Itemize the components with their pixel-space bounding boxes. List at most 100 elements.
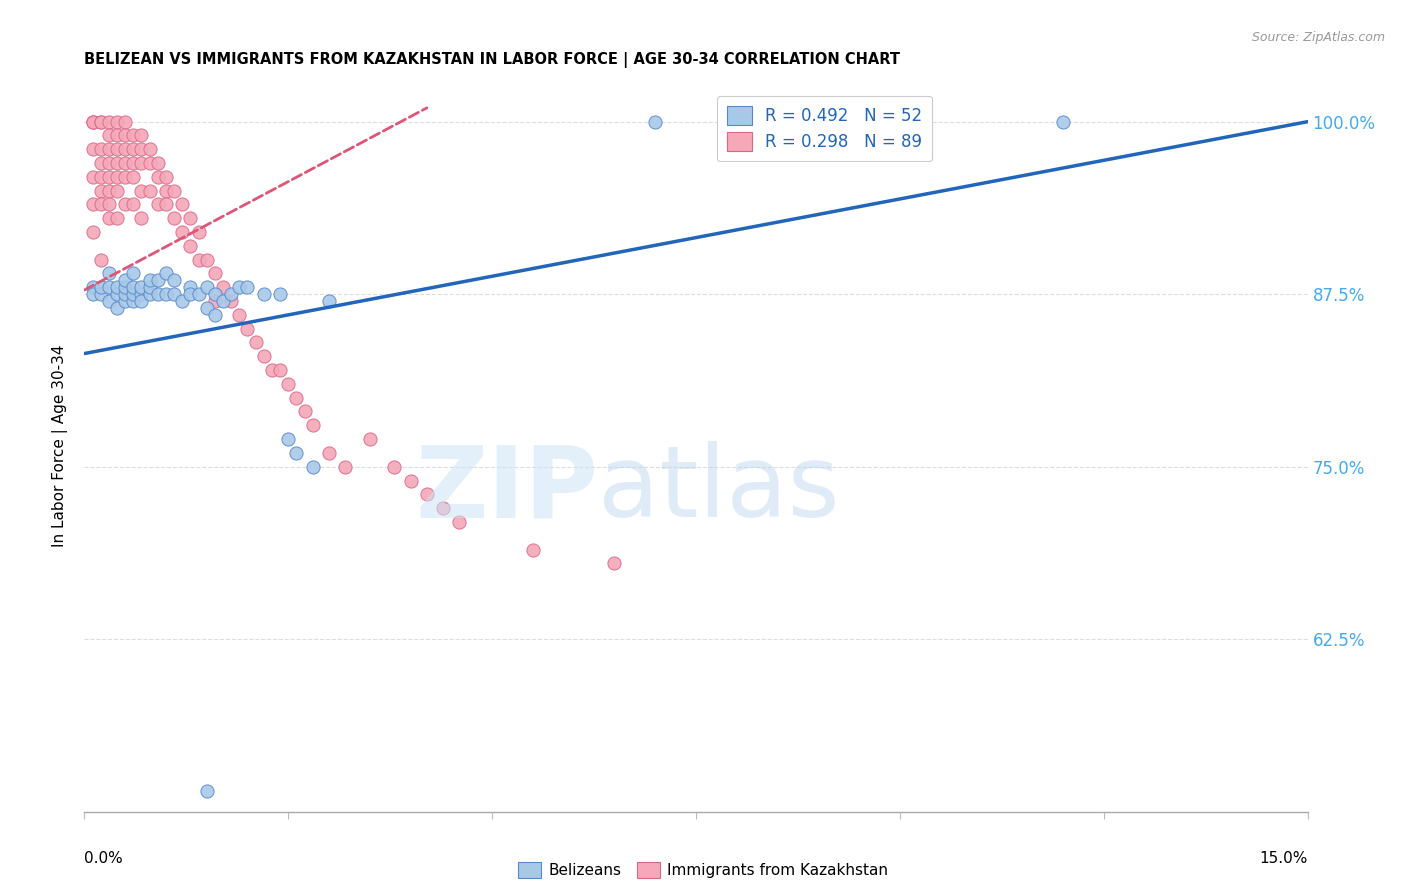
Point [97,267,120,281]
Point [179,280,201,294]
Text: BELIZEAN VS IMMIGRANTS FROM KAZAKHSTAN IN LABOR FORCE | AGE 30-34 CORRELATION CH: BELIZEAN VS IMMIGRANTS FROM KAZAKHSTAN I… [84,52,900,68]
Point [138,142,160,156]
Point [236,321,259,335]
Point [187,252,209,267]
Point [260,363,283,377]
Point [131,287,153,301]
Point [155,287,177,301]
Legend: Belizeans, Immigrants from Kazakhstan: Belizeans, Immigrants from Kazakhstan [512,856,894,884]
Point [848,114,870,128]
Point [187,287,209,301]
Point [131,294,153,309]
Point [82,225,104,239]
Point [90,197,112,211]
Point [105,142,128,156]
Point [382,459,405,474]
Point [228,280,250,294]
Point [105,156,128,170]
Point [114,280,136,294]
Point [82,114,104,128]
Point [105,301,128,315]
Point [122,280,145,294]
Point [245,335,267,350]
Point [269,287,291,301]
Point [105,114,128,128]
Y-axis label: In Labor Force | Age 30-34: In Labor Force | Age 30-34 [52,344,69,548]
Point [114,273,136,287]
Text: Source: ZipAtlas.com: Source: ZipAtlas.com [1251,31,1385,45]
Point [399,474,422,488]
Point [138,280,160,294]
Point [172,294,194,309]
Point [82,142,104,156]
Point [122,287,145,301]
Point [204,308,226,322]
Point [187,225,209,239]
Point [90,156,112,170]
Point [131,280,153,294]
Point [122,267,145,281]
Point [82,280,104,294]
Point [131,184,153,198]
Point [131,142,153,156]
Point [97,280,120,294]
Point [97,142,120,156]
Point [204,294,226,309]
Point [138,156,160,170]
Point [146,169,169,184]
Point [318,294,340,309]
Point [90,114,112,128]
Point [97,211,120,226]
Point [204,287,226,301]
Point [212,280,235,294]
Point [122,142,145,156]
Point [105,280,128,294]
Point [90,114,112,128]
Point [253,349,276,363]
Point [114,114,136,128]
Point [285,391,308,405]
Point [219,287,242,301]
Point [114,197,136,211]
Point [163,184,186,198]
Point [82,287,104,301]
Point [269,363,291,377]
Legend: R = 0.492   N = 52, R = 0.298   N = 89: R = 0.492 N = 52, R = 0.298 N = 89 [717,96,932,161]
Point [277,432,299,446]
Point [138,184,160,198]
Point [603,557,626,571]
Text: atlas: atlas [598,442,839,539]
Point [90,252,112,267]
Point [122,156,145,170]
Point [82,114,104,128]
Point [90,280,112,294]
Point [179,211,201,226]
Point [97,169,120,184]
Point [97,128,120,143]
Point [97,156,120,170]
Point [212,294,235,309]
Point [146,287,169,301]
Point [105,128,128,143]
Point [82,114,104,128]
Point [179,287,201,301]
Point [114,287,136,301]
Point [97,294,120,309]
Point [105,169,128,184]
Point [163,211,186,226]
Point [105,211,128,226]
Text: 0.0%: 0.0% [84,851,124,865]
Point [114,142,136,156]
Point [644,114,666,128]
Point [294,404,316,418]
Point [301,418,323,433]
Point [318,446,340,460]
Point [172,197,194,211]
Point [301,459,323,474]
Point [172,225,194,239]
Point [114,128,136,143]
Point [432,501,454,516]
Point [97,114,120,128]
Point [122,128,145,143]
Point [90,184,112,198]
